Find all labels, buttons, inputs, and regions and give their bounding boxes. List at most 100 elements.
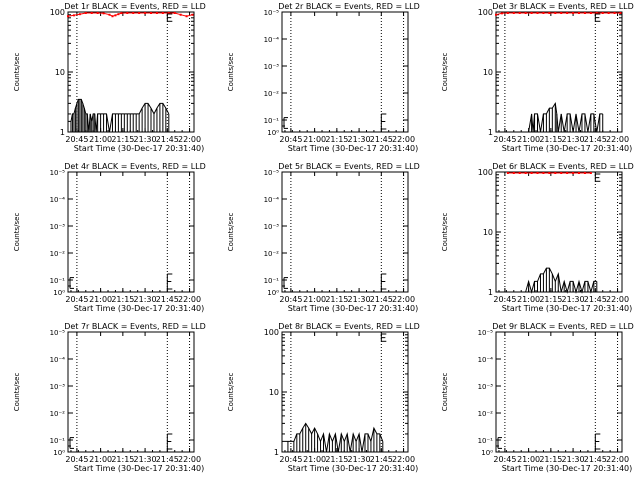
y-tick-label: 10⁻¹ bbox=[264, 117, 280, 125]
x-tick-label: 21:15 bbox=[539, 135, 562, 144]
x-tick-label: 21:00 bbox=[517, 295, 540, 304]
x-tick-label: 20:45 bbox=[279, 135, 302, 144]
y-tick-label: 10⁻⁵ bbox=[478, 329, 494, 337]
y-tick-label: 10⁻² bbox=[478, 410, 494, 418]
lld-point bbox=[518, 172, 521, 174]
lld-point bbox=[542, 12, 545, 14]
lld-point bbox=[524, 172, 527, 174]
x-axis-label: Start Time (30-Dec-17 20:31:40) bbox=[74, 464, 205, 473]
x-tick-label: 22:00 bbox=[178, 135, 201, 144]
lld-point bbox=[117, 13, 120, 16]
panel-det-3r: Det 3r BLACK = Events, RED = LLD 20:45 21:… bbox=[441, 2, 634, 153]
lld-point bbox=[572, 172, 575, 174]
x-tick-label: 21:15 bbox=[539, 455, 562, 464]
lld-point bbox=[84, 12, 87, 14]
panel-title: Det 1r BLACK = Events, RED = LLD bbox=[64, 2, 206, 11]
lld-point bbox=[512, 12, 515, 14]
x-tick-label: 21:45 bbox=[584, 295, 607, 304]
x-tick-label: 21:00 bbox=[517, 455, 540, 464]
x-tick-label: 22:00 bbox=[606, 455, 629, 464]
x-tick-label: 21:45 bbox=[156, 295, 179, 304]
x-tick-label: 20:45 bbox=[493, 135, 516, 144]
x-tick-label: 21:45 bbox=[156, 455, 179, 464]
y-tick-label: 10⁻⁴ bbox=[264, 36, 280, 44]
lld-point bbox=[191, 13, 194, 16]
lld-point bbox=[111, 15, 114, 18]
x-tick-label: 21:15 bbox=[111, 455, 134, 464]
plot-frame bbox=[281, 171, 409, 293]
lld-point bbox=[566, 12, 569, 14]
x-tick-label: 21:15 bbox=[111, 295, 134, 304]
panel-title: Det 3r BLACK = Events, RED = LLD bbox=[492, 2, 634, 11]
x-tick-label: 21:00 bbox=[303, 455, 326, 464]
x-axis-label: Start Time (30-Dec-17 20:31:40) bbox=[502, 144, 633, 153]
lld-point bbox=[583, 12, 586, 14]
lld-point bbox=[601, 12, 604, 14]
x-tick-label: 21:45 bbox=[584, 135, 607, 144]
y-axis-label: Counts/sec bbox=[13, 373, 21, 412]
y-tick-label: 10⁻¹ bbox=[50, 437, 66, 445]
y-tick-label: 10⁰ bbox=[53, 449, 65, 457]
events-series bbox=[282, 422, 384, 453]
x-tick-label: 21:30 bbox=[134, 135, 157, 144]
x-tick-label: 22:00 bbox=[606, 135, 629, 144]
panel-title: Det 2r BLACK = Events, RED = LLD bbox=[278, 2, 420, 11]
x-tick-label: 22:00 bbox=[392, 135, 415, 144]
y-tick-label: 10⁻⁴ bbox=[50, 356, 66, 364]
y-tick-label: 10 bbox=[483, 228, 493, 237]
x-tick-label: 20:45 bbox=[493, 455, 516, 464]
plot-frame bbox=[281, 331, 409, 453]
x-tick-label: 21:15 bbox=[325, 295, 348, 304]
lld-point bbox=[506, 12, 509, 14]
y-tick-label: 1 bbox=[488, 288, 493, 297]
x-tick-label: 21:45 bbox=[370, 295, 393, 304]
y-tick-label: 10⁰ bbox=[267, 129, 279, 137]
y-axis-label: Counts/sec bbox=[13, 53, 21, 92]
x-tick-label: 20:45 bbox=[279, 295, 302, 304]
panel-title: Det 9r BLACK = Events, RED = LLD bbox=[492, 322, 634, 331]
y-tick-label: 100 bbox=[264, 328, 279, 337]
lld-point bbox=[512, 172, 515, 174]
x-tick-label: 21:30 bbox=[348, 455, 371, 464]
x-tick-label: 21:15 bbox=[111, 135, 134, 144]
lld-point bbox=[126, 12, 129, 14]
x-tick-label: 20:45 bbox=[279, 455, 302, 464]
lld-point bbox=[560, 172, 563, 174]
y-tick-label: 10⁻⁴ bbox=[264, 196, 280, 204]
y-tick-label: 10⁻² bbox=[264, 90, 280, 98]
lld-point bbox=[542, 172, 545, 174]
y-tick-label: 10⁻⁵ bbox=[50, 329, 66, 337]
y-tick-label: 10⁻³ bbox=[264, 63, 280, 71]
lld-point bbox=[613, 12, 616, 14]
y-tick-label: 10⁻¹ bbox=[50, 277, 66, 285]
x-tick-label: 22:00 bbox=[178, 455, 201, 464]
y-tick-label: 10⁻¹ bbox=[264, 277, 280, 285]
y-axis-label: Counts/sec bbox=[13, 213, 21, 252]
lld-point bbox=[132, 12, 135, 14]
lld-point bbox=[114, 14, 117, 17]
panel-title: Det 4r BLACK = Events, RED = LLD bbox=[64, 162, 206, 171]
x-tick-label: 21:00 bbox=[303, 135, 326, 144]
lld-point bbox=[554, 12, 557, 14]
y-tick-label: 10⁰ bbox=[481, 449, 493, 457]
y-tick-label: 100 bbox=[478, 8, 493, 17]
lld-point bbox=[572, 12, 575, 14]
y-axis-label: Counts/sec bbox=[441, 213, 449, 252]
lld-point bbox=[583, 172, 586, 174]
x-tick-label: 22:00 bbox=[606, 295, 629, 304]
lld-point bbox=[548, 12, 551, 14]
x-axis-label: Start Time (30-Dec-17 20:31:40) bbox=[74, 144, 205, 153]
plot-frame bbox=[67, 171, 195, 293]
y-tick-label: 10⁻² bbox=[50, 410, 66, 418]
lld-point bbox=[108, 13, 111, 16]
lld-point bbox=[566, 172, 569, 174]
lld-point bbox=[144, 12, 147, 14]
panel-title: Det 7r BLACK = Events, RED = LLD bbox=[64, 322, 206, 331]
y-tick-label: 10 bbox=[55, 68, 65, 77]
